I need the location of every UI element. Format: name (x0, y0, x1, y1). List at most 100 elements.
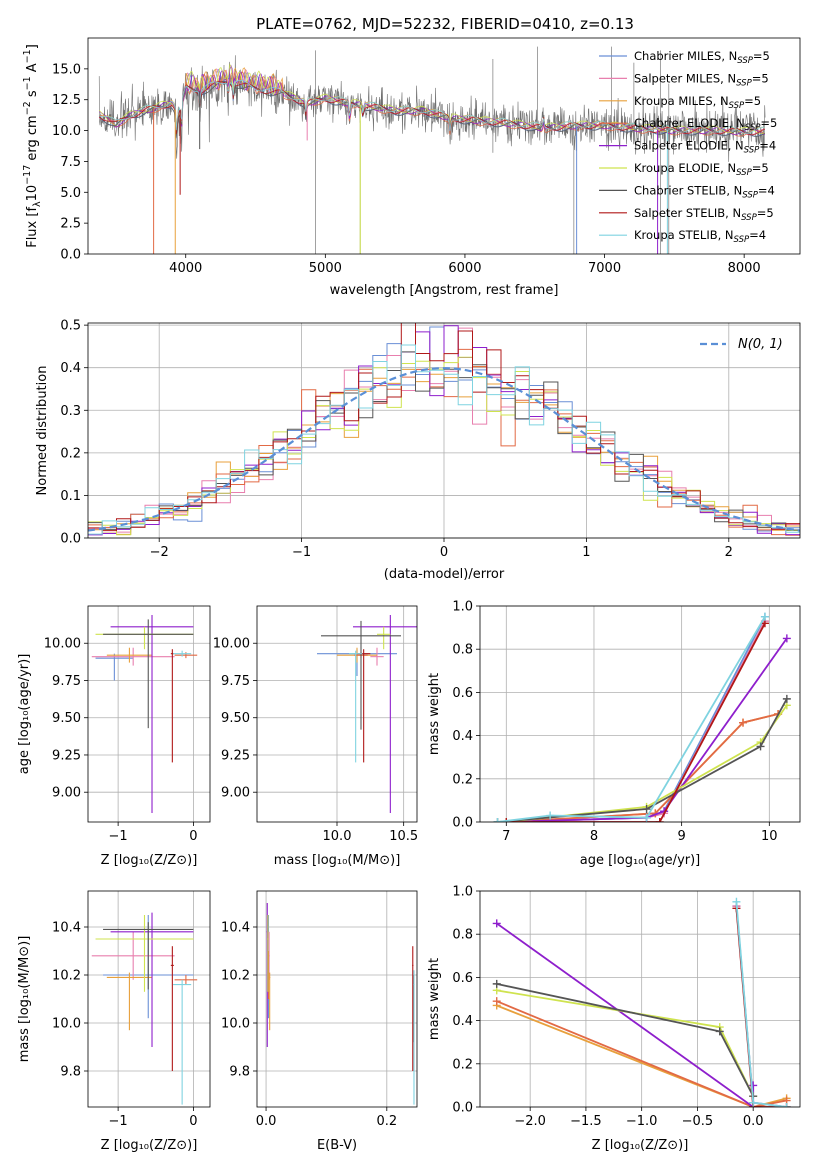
residual-histogram (88, 344, 800, 535)
y-tick-label: 0.8 (452, 928, 473, 943)
legend-sub: SSP (736, 78, 752, 88)
x-axis-label: wavelength [Angstrom, rest frame] (330, 283, 559, 298)
mass-weight-marker (492, 979, 501, 988)
mass-weight-marker (655, 818, 664, 822)
axes-frame (87, 605, 211, 823)
y-label-part: A (25, 63, 40, 76)
legend-sub: SSP (741, 213, 757, 223)
mass-weight-line (506, 713, 779, 822)
axes-residuals: −2 −1 0 1 2 0.0 0.1 0.2 0.3 0.4 0.5 (data-model)/er… (35, 319, 801, 582)
y-tick-label: 0.6 (452, 971, 473, 986)
grid-lines (480, 890, 800, 1108)
y-tick-label: 10.0 (221, 1017, 250, 1032)
mass-weight-marker (782, 694, 791, 703)
y-tick-label: 10.2 (52, 969, 81, 984)
y-tick-label: 0.6 (452, 686, 473, 701)
model-spectrum-line (98, 81, 765, 136)
x-axis-label: E(B-V) (317, 1138, 357, 1153)
y-tick-label: 0.0 (452, 816, 473, 831)
legend-text: Kroupa STELIB, N (634, 228, 734, 242)
axes-mass-vs-Z: −1 0 9.8 10.0 10.2 10.4 Z [log₁₀(Z/Z⊙)] mass [l… (17, 890, 211, 1153)
axes-frame (87, 37, 801, 255)
y-tick-label: 0.2 (452, 772, 473, 787)
y-tick-label: 0.2 (60, 446, 81, 461)
y-tick-label: 10.0 (52, 1017, 81, 1032)
y-tick-label: 9.00 (52, 786, 81, 801)
x-tick-label: 10.0 (323, 829, 352, 844)
x-axis-label: age [log₁₀(age/yr)] (580, 853, 701, 868)
x-tick-label: 0.0 (256, 1114, 277, 1129)
y-tick-label: 0.2 (452, 1057, 473, 1072)
y-tick-label: 9.25 (52, 748, 81, 763)
legend-sub: SSP (744, 146, 760, 156)
y-label-part: −1 (22, 49, 33, 63)
axes-frame (479, 890, 801, 1108)
mass-weight-marker (749, 1098, 758, 1107)
y-tick-label: 9.75 (221, 674, 250, 689)
y-tick-label: 9.50 (221, 711, 250, 726)
mass-weight-marker (732, 897, 741, 906)
x-tick-label: −1.0 (626, 1114, 658, 1129)
plot-area (492, 897, 791, 1107)
y-tick-label: 1.0 (452, 600, 473, 615)
axes-age-vs-mass: 10.0 10.5 9.00 9.25 9.50 9.75 10.00 mass [log₁₀… (213, 605, 418, 868)
model-spectrum-line (98, 63, 765, 137)
y-label-part: −1 (22, 76, 33, 90)
model-spectrum-line (99, 80, 765, 134)
legend-text: Kroupa ELODIE, N (634, 161, 736, 175)
figure-title: PLATE=0762, MJD=52232, FIBERID=0410, z=0… (256, 15, 634, 33)
mass-weight-marker (502, 818, 511, 822)
y-axis-label: mass weight (427, 958, 442, 1040)
legend-sub: SSP (736, 168, 752, 178)
legend-sub: SSP (729, 101, 745, 111)
x-tick-label: −1 (109, 1114, 128, 1129)
y-tick-label: 0.4 (452, 729, 473, 744)
grid-lines (257, 606, 417, 822)
x-tick-label: 10.5 (389, 829, 418, 844)
legend-text: Chabrier ELODIE, N (634, 116, 745, 130)
x-axis-label: (data-model)/error (384, 567, 505, 582)
axes-mass-weight-vs-age: 7 8 9 10 0.0 0.2 0.4 0.6 0.8 1.0 age [log₁₀(age/yr… (427, 600, 801, 868)
y-tick-label: 9.25 (221, 748, 250, 763)
y-tick-label: 10.4 (52, 921, 81, 936)
legend-text: Kroupa MILES, N (634, 94, 729, 108)
legend-entry: Kroupa MILES, NSSP=5 (634, 94, 761, 111)
legend-tail: =4 (758, 183, 775, 197)
y-tick-label: 0.8 (452, 643, 473, 658)
y-tick-label: 9.8 (60, 1065, 81, 1080)
x-tick-label: −2 (150, 545, 169, 560)
axes-frame (87, 890, 211, 1108)
y-tick-label: 9.8 (229, 1065, 250, 1080)
legend-entry: Salpeter STELIB, NSSP=5 (634, 206, 774, 223)
y-tick-label: 1.0 (452, 885, 473, 900)
y-tick-label: 9.00 (221, 786, 250, 801)
mass-weight-marker (492, 997, 501, 1006)
mass-weight-line (506, 622, 766, 822)
y-label-part: erg cm (25, 115, 40, 164)
mass-weight-line (506, 713, 779, 822)
mass-weight-line (506, 616, 766, 822)
mass-weight-marker (739, 718, 748, 727)
mass-weight-marker (642, 805, 651, 814)
y-label-part: s (25, 90, 40, 101)
legend-entry: Chabrier MILES, NSSP=5 (634, 49, 770, 66)
y-tick-label: 10.0 (52, 124, 81, 139)
axes-frame (87, 322, 801, 539)
legend-tail: =5 (752, 161, 769, 175)
x-tick-label: 0.0 (743, 1114, 764, 1129)
y-axis-label: mass [log₁₀(M/M⊙)] (17, 936, 32, 1063)
legend-text: Salpeter MILES, N (634, 71, 736, 85)
legend-tail: =5 (752, 71, 769, 85)
y-tick-label: 12.5 (52, 93, 81, 108)
x-tick-label: 4000 (169, 261, 202, 276)
y-tick-label: 10.2 (221, 969, 250, 984)
legend-sub: SSP (745, 123, 761, 133)
legend-tail: =5 (757, 206, 774, 220)
legend-sub: SSP (742, 190, 758, 200)
x-tick-label: −1 (292, 545, 311, 560)
y-axis-label: mass weight (427, 673, 442, 755)
y-label-part: −2 (22, 101, 33, 115)
legend-tail: =4 (759, 139, 776, 153)
